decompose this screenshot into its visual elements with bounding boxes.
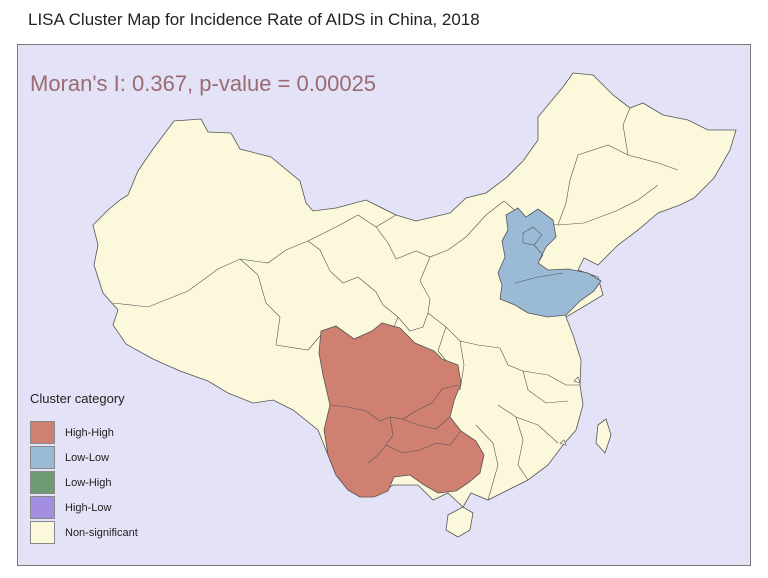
- china-map: [18, 45, 750, 565]
- legend-swatch-non-significant: [30, 521, 55, 544]
- legend-item-high-high: High-High: [30, 420, 138, 445]
- high-high-cluster: [318, 322, 485, 498]
- legend-swatch-low-high: [30, 471, 55, 494]
- legend: Cluster category High-High Low-Low Low-H…: [30, 391, 138, 545]
- legend-item-low-high: Low-High: [30, 470, 138, 495]
- high-high-inner-boundaries: [329, 384, 462, 464]
- legend-label-high-high: High-High: [65, 426, 114, 439]
- map-title: LISA Cluster Map for Incidence Rate of A…: [28, 10, 480, 29]
- legend-swatch-low-low: [30, 446, 55, 469]
- legend-label-high-low: High-Low: [65, 501, 112, 514]
- low-low-inner-boundaries: [514, 226, 564, 284]
- morans-i-annotation: Moran's I: 0.367, p-value = 0.00025: [30, 71, 377, 96]
- legend-swatch-high-high: [30, 421, 55, 444]
- legend-label-non-significant: Non-significant: [65, 526, 138, 539]
- legend-label-low-high: Low-High: [65, 476, 112, 489]
- taiwan-island: [595, 418, 612, 454]
- map-panel: Moran's I: 0.367, p-value = 0.00025 Clus…: [17, 44, 751, 566]
- legend-item-non-significant: Non-significant: [30, 520, 138, 545]
- coastal-islands: [559, 376, 581, 446]
- legend-title: Cluster category: [30, 391, 125, 406]
- legend-swatch-high-low: [30, 496, 55, 519]
- mainland-base: [92, 72, 737, 508]
- legend-label-low-low: Low-Low: [65, 451, 110, 464]
- legend-item-high-low: High-Low: [30, 495, 138, 520]
- legend-item-low-low: Low-Low: [30, 445, 138, 470]
- hainan-island: [445, 506, 474, 538]
- low-low-cluster: [497, 207, 602, 318]
